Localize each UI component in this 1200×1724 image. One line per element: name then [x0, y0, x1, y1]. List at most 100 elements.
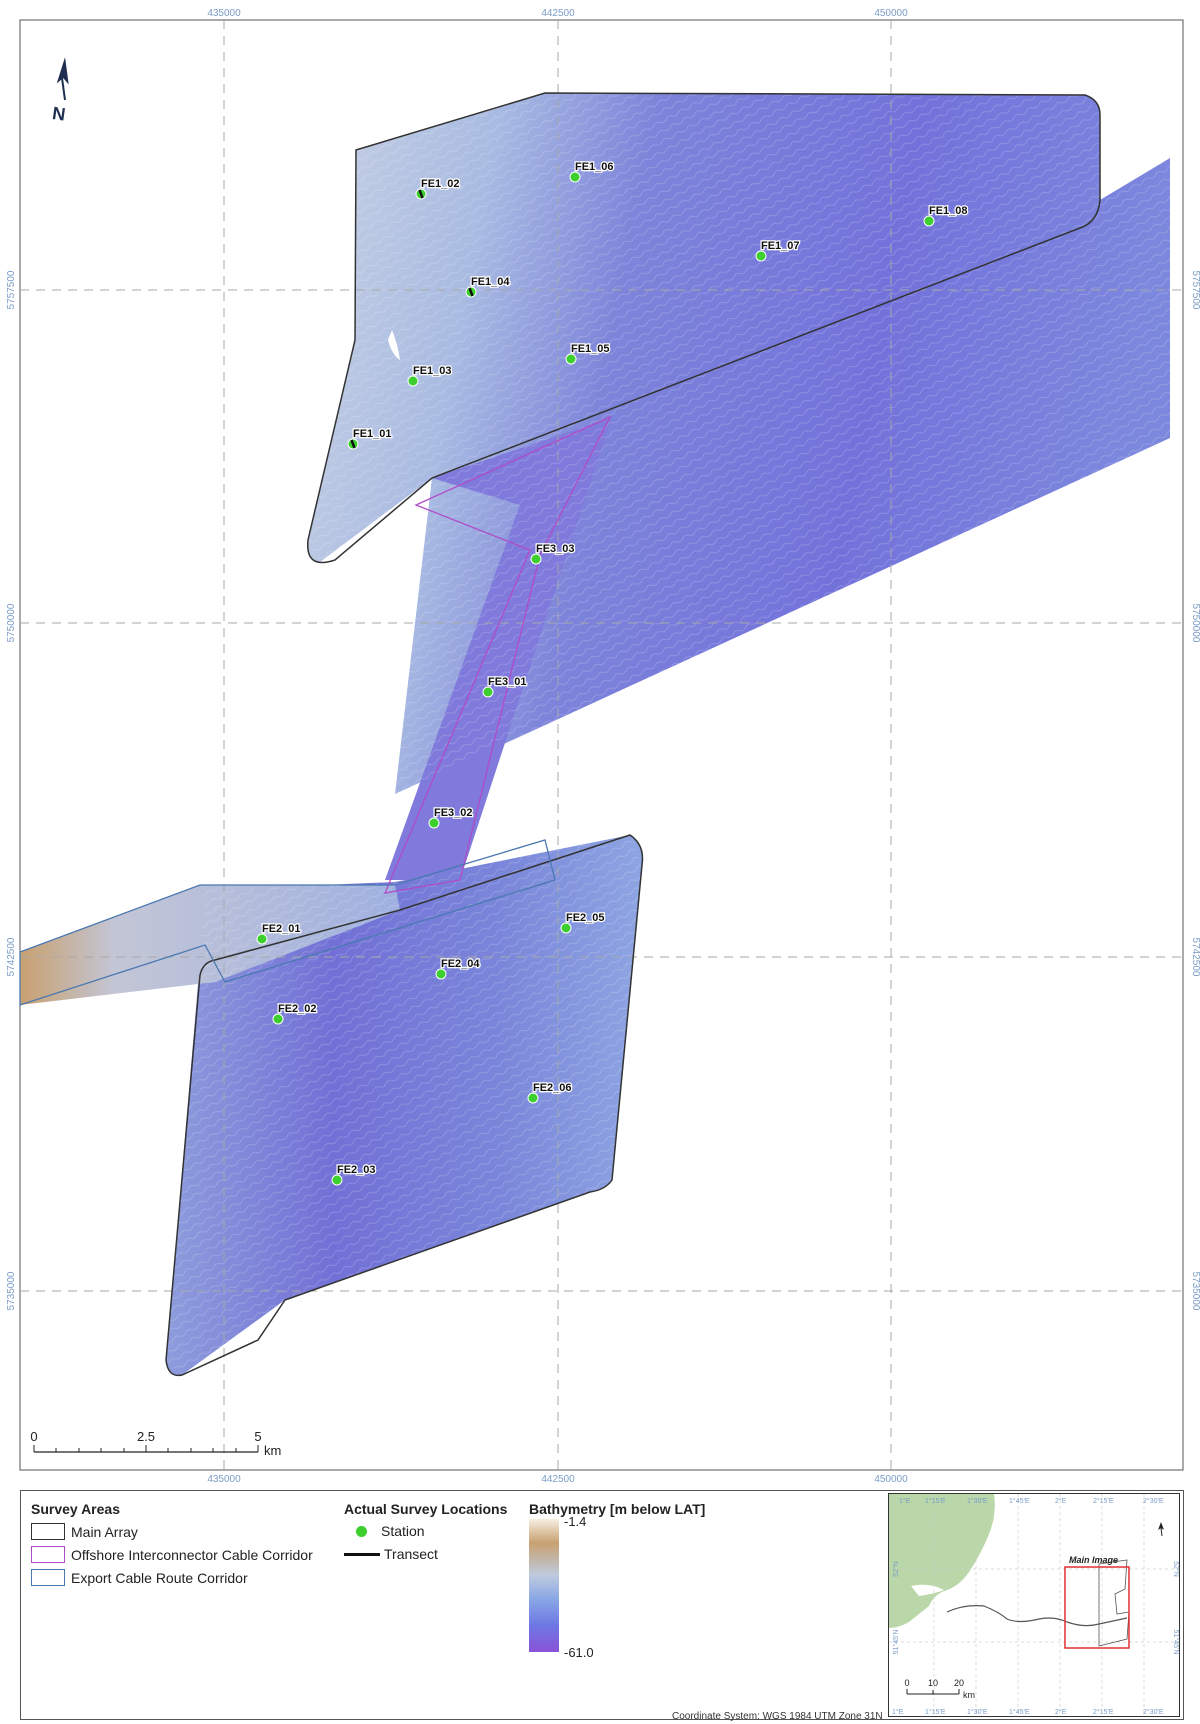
y-tick-left-2: 5750000: [6, 603, 17, 642]
scale-unit: km: [264, 1443, 281, 1458]
x-tick-top-2: 442500: [541, 8, 575, 19]
station-fe1-02[interactable]: FE1_02: [415, 177, 461, 200]
station-fe1-01[interactable]: FE1_01: [347, 427, 393, 450]
scale-bar: 0 2.5 5 km: [30, 1429, 281, 1458]
legend-label: Export Cable Route Corridor: [71, 1569, 248, 1586]
station-label: FE1_01: [353, 428, 392, 440]
scale-tick-5: 5: [254, 1429, 261, 1444]
main-image-label: Main Image: [1069, 1555, 1118, 1565]
station-symbol-icon: [356, 1525, 367, 1537]
station-label: FE1_05: [571, 343, 610, 355]
station-fe1-08[interactable]: FE1_08: [923, 204, 969, 227]
station-label: FE1_03: [413, 365, 452, 377]
survey-locations-title: Actual Survey Locations: [344, 1501, 508, 1517]
station-fe2-06[interactable]: FE2_06: [527, 1081, 573, 1104]
station-fe3-03[interactable]: FE3_03: [530, 542, 576, 565]
station-label: FE1_06: [575, 161, 614, 173]
y-tick-labels-right: 5757500 5750000 5742500 5735000: [1190, 271, 1200, 1311]
station-label: FE2_06: [533, 1082, 572, 1094]
station-fe1-04[interactable]: FE1_04: [465, 275, 512, 298]
x-tick-top-3: 450000: [874, 8, 908, 19]
station-label: FE1_08: [929, 205, 968, 217]
inset-lon-bottom-6: 2°15'E: [1093, 1708, 1114, 1716]
inset-scale-10: 10: [928, 1678, 938, 1688]
inset-lat-right-1: 52°N: [1172, 1561, 1180, 1577]
y-tick-right-2: 5750000: [1190, 604, 1200, 643]
station-label: FE1_07: [761, 240, 800, 252]
inset-north-arrow-icon: [1158, 1522, 1164, 1537]
legend-transect: Transect: [344, 1546, 438, 1562]
legend-label: Transect: [384, 1546, 438, 1562]
legend-export-cable: Export Cable Route Corridor: [31, 1569, 248, 1586]
y-tick-right-3: 5742500: [1190, 938, 1200, 977]
transect-symbol-icon: [344, 1552, 380, 1556]
y-tick-left-1: 5757500: [6, 270, 17, 309]
station-fe3-02[interactable]: FE3_02: [428, 806, 474, 829]
inset-lon-top-5: 2°E: [1055, 1497, 1067, 1505]
y-tick-labels-left: 5757500 5750000 5742500 5735000: [6, 270, 17, 1310]
legend-main-array: Main Array: [31, 1523, 138, 1540]
station-label: FE2_02: [278, 1003, 317, 1015]
legend-station: Station: [344, 1523, 425, 1539]
station-label: FE2_04: [441, 958, 480, 970]
legend-label: Station: [381, 1523, 425, 1539]
bathymetry-surface: [20, 93, 1170, 1376]
main-map[interactable]: 435000 442500 450000 435000 442500 45000…: [0, 0, 1200, 1490]
inset-scale-20: 20: [954, 1678, 964, 1688]
inset-lon-top-6: 2°15'E: [1093, 1497, 1114, 1505]
station-fe3-01[interactable]: FE3_01: [482, 675, 528, 698]
station-fe2-01[interactable]: FE2_01: [256, 922, 302, 945]
station-fe1-06[interactable]: FE1_06: [569, 160, 615, 183]
x-tick-labels-bottom: 435000 442500 450000: [207, 1474, 908, 1485]
bathymetry-color-ramp: [529, 1519, 559, 1652]
y-tick-right-1: 5757500: [1190, 271, 1200, 310]
y-tick-right-4: 5735000: [1190, 1272, 1200, 1311]
x-tick-bottom-3: 450000: [874, 1474, 908, 1485]
interconnector-corridor-outline: [383, 415, 612, 894]
inset-lon-top-3: 1°30'E: [967, 1497, 988, 1505]
station-label: FE1_02: [421, 178, 460, 190]
inset-lon-top-1: 1°E: [899, 1497, 911, 1505]
station-fe2-02[interactable]: FE2_02: [272, 1002, 318, 1025]
inset-scale-bar: 0 10 20 km: [904, 1678, 975, 1700]
interconnector-swatch: [31, 1546, 65, 1563]
inset-lon-bottom-1: 1°E: [892, 1708, 904, 1716]
legend-label: Offshore Interconnector Cable Corridor: [71, 1546, 313, 1563]
station-fe1-03[interactable]: FE1_03: [407, 364, 453, 387]
main-array-swatch: [31, 1523, 65, 1540]
inset-lon-top-2: 1°15'E: [925, 1497, 946, 1505]
station-label: FE1_04: [471, 276, 510, 288]
x-tick-top-1: 435000: [207, 8, 241, 19]
export-cable-swatch: [31, 1569, 65, 1586]
grid-lines: [20, 20, 1183, 1470]
inset-lat-left-1: 52°N: [892, 1561, 900, 1577]
inset-lon-bottom-3: 1°30'E: [967, 1708, 988, 1716]
station-fe2-04[interactable]: FE2_04: [435, 957, 482, 980]
station-label: FE3_02: [434, 807, 473, 819]
y-tick-left-4: 5735000: [6, 1271, 17, 1310]
station-fe1-07[interactable]: FE1_07: [755, 239, 801, 262]
inset-lon-top-4: 1°45'E: [1009, 1497, 1030, 1505]
inset-scale-0: 0: [904, 1678, 909, 1688]
x-tick-bottom-2: 442500: [541, 1474, 575, 1485]
north-arrow-label: N: [51, 103, 67, 125]
north-arrow-icon: N: [51, 57, 69, 125]
station-label: FE2_01: [262, 923, 301, 935]
inset-map-graphic: Main Image 1°E 1°15'E 1°30'E 1°45'E 2°E …: [889, 1494, 1180, 1716]
inset-locator-map[interactable]: Main Image 1°E 1°15'E 1°30'E 1°45'E 2°E …: [888, 1493, 1180, 1717]
inset-lon-bottom-2: 1°15'E: [925, 1708, 946, 1716]
scale-tick-0: 0: [30, 1429, 37, 1444]
station-label: FE3_03: [536, 543, 575, 555]
station-label: FE2_05: [566, 912, 605, 924]
station-fe1-05[interactable]: FE1_05: [565, 342, 611, 365]
main-image-frame: [1064, 1566, 1130, 1649]
station-fe2-05[interactable]: FE2_05: [560, 911, 606, 934]
inset-lat-right-2: 51°45'N: [1172, 1630, 1180, 1655]
coordinate-system-label: Coordinate System: WGS 1984 UTM Zone 31N: [672, 1711, 883, 1722]
bathymetry-title: Bathymetry [m below LAT]: [529, 1501, 706, 1517]
station-fe2-03[interactable]: FE2_03: [331, 1163, 377, 1186]
inset-lon-top-7: 2°30'E: [1143, 1497, 1164, 1505]
legend-label: Main Array: [71, 1523, 138, 1540]
inset-scale-unit: km: [963, 1690, 975, 1700]
inset-cable-route: [946, 1605, 1128, 1627]
